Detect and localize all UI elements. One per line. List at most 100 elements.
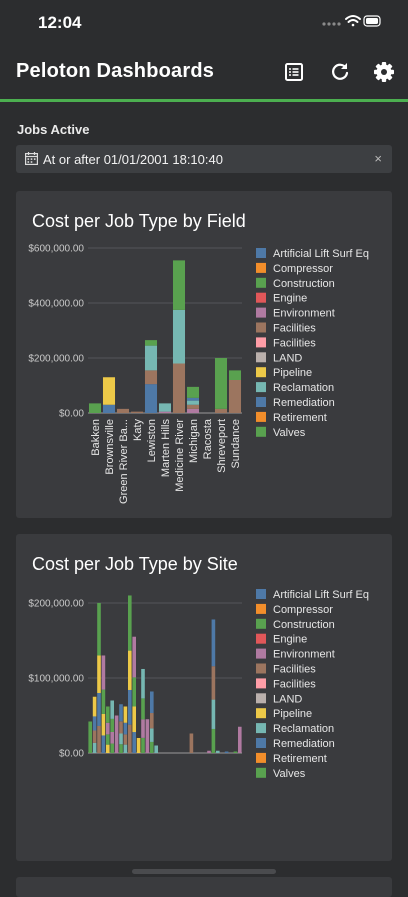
bar-segment: [154, 745, 159, 753]
legend-swatch: [256, 708, 266, 719]
refresh-button[interactable]: [326, 58, 354, 86]
legend-label: Construction: [273, 619, 335, 631]
bar-segment: [102, 404, 116, 413]
legend-swatch: [256, 322, 266, 333]
legend-label: Artificial Lift Surf Eq: [273, 589, 369, 601]
bar-segment: [145, 719, 150, 753]
legend-label: Pipeline: [273, 708, 312, 720]
legend-label: Valves: [273, 427, 306, 439]
legend-label: Engine: [273, 293, 307, 305]
bar-segment: [127, 595, 132, 651]
bar-segment: [141, 668, 145, 699]
bar-segment: [149, 713, 154, 729]
app-bar-accent-line: [0, 99, 408, 102]
legend-swatch: [256, 248, 266, 258]
legend-swatch: [256, 618, 266, 629]
legend-swatch: [256, 589, 266, 599]
legend-swatch: [256, 752, 266, 763]
legend-label: LAND: [273, 352, 302, 364]
x-tick-label: Green River Ba...: [118, 419, 130, 504]
bar-segment: [172, 363, 186, 413]
y-tick-label: $0.00: [59, 409, 84, 420]
legend-swatch: [256, 382, 266, 393]
bar-segment: [186, 400, 200, 405]
legend-swatch: [256, 411, 266, 422]
bar-segment: [102, 377, 116, 405]
legend-label: Compressor: [273, 604, 333, 616]
home-indicator: [132, 869, 276, 874]
battery-icon: [363, 15, 381, 27]
legend-swatch: [256, 367, 266, 378]
bar-segment: [211, 666, 216, 700]
app-bar: Peloton Dashboards: [0, 44, 408, 100]
settings-button[interactable]: [370, 58, 398, 86]
x-tick-label: Marten Hills: [160, 419, 172, 478]
list-icon: [285, 63, 303, 81]
bar-segment: [123, 722, 128, 735]
legend-swatch: [256, 307, 266, 318]
bar-segment: [110, 731, 115, 744]
bar-segment: [215, 750, 220, 753]
bar-segment: [186, 397, 200, 401]
bar-segment: [132, 677, 137, 707]
legend-swatch: [256, 397, 266, 407]
bar-segment: [119, 704, 123, 722]
legend-swatch: [256, 767, 266, 778]
y-tick-label: $400,000.00: [28, 299, 84, 310]
clear-filter-button[interactable]: ×: [374, 151, 382, 166]
bar-segment: [141, 719, 145, 738]
bar-segment: [214, 408, 228, 413]
bar-segment: [105, 734, 110, 745]
legend-label: Retirement: [273, 412, 327, 424]
date-filter-field[interactable]: At or after 01/01/2001 18:10:40 ×: [16, 145, 392, 173]
bar-segment: [101, 713, 106, 736]
bar-segment: [88, 403, 102, 413]
legend-label: Reclamation: [273, 723, 334, 735]
bar-segment: [105, 722, 110, 735]
bar-segment: [92, 730, 97, 743]
bar-segment: [114, 715, 119, 753]
bar-segment: [186, 408, 200, 413]
bar-segment: [123, 744, 128, 753]
y-tick-label: $0.00: [59, 749, 84, 760]
chart-field: $0.00 $200,000.00 $400,000.00 $600,000.00 Ba…: [28, 244, 369, 504]
bar-segment: [189, 733, 194, 753]
bar-segment: [186, 404, 200, 409]
status-bar: 12:04: [0, 0, 408, 44]
legend-label: Remediation: [273, 738, 335, 750]
bar-segment: [132, 732, 137, 753]
bar-segment: [130, 411, 144, 413]
bar-segment: [97, 692, 101, 726]
bar-segment: [110, 743, 115, 753]
bar-segment: [127, 689, 132, 725]
legend-swatch: [256, 648, 266, 659]
bar-segment: [149, 741, 154, 753]
legend-swatch: [256, 426, 266, 437]
bar-segment: [144, 384, 158, 413]
legend-label: Construction: [273, 278, 335, 290]
chart-site: $0.00 $100,000.00 $200,000.00 Artificial Li…: [28, 589, 369, 780]
legend-swatch: [256, 678, 266, 689]
x-tick-label: Brownsville: [104, 419, 116, 475]
legend-label: Pipeline: [273, 367, 312, 379]
chart-title-site: Cost per Job Type by Site: [32, 554, 238, 574]
bar-segment: [123, 706, 128, 723]
bar-segment: [92, 742, 97, 753]
legend-label: Environment: [273, 308, 335, 320]
legend-label: Engine: [273, 634, 307, 646]
legend-label: Remediation: [273, 397, 335, 409]
legend-swatch: [256, 352, 266, 363]
x-tick-label: Sundance: [230, 419, 242, 469]
legend-swatch: [256, 633, 266, 644]
bar-segment: [237, 726, 242, 753]
bar-segment: [97, 725, 101, 753]
bar-segment: [105, 706, 110, 723]
bar-segment: [101, 735, 106, 753]
x-tick-label: Medicine River: [174, 419, 186, 492]
app-title: Peloton Dashboards: [16, 60, 215, 82]
bar-segment: [214, 358, 228, 409]
y-tick-label: $100,000.00: [28, 674, 84, 685]
bar-segment: [132, 636, 137, 678]
legend-label: Valves: [273, 768, 306, 780]
list-view-button[interactable]: [280, 58, 308, 86]
